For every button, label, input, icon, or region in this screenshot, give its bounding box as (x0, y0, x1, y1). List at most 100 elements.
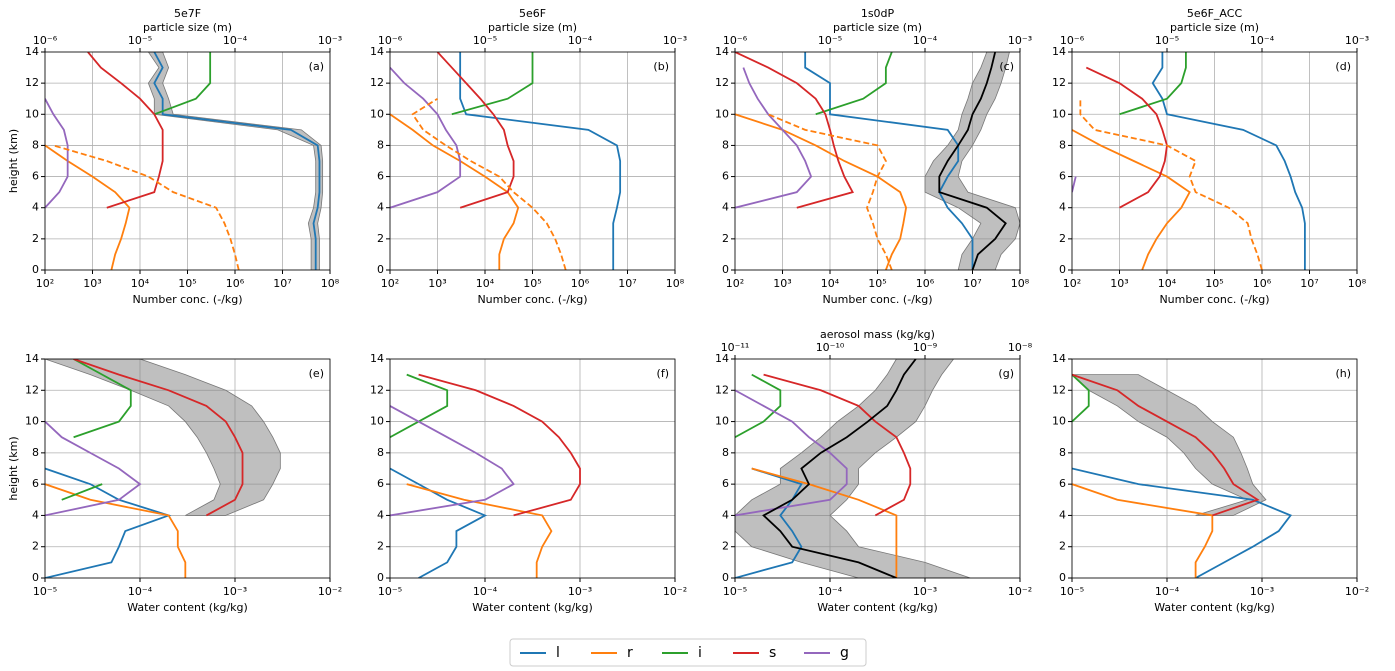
y-axis-label: height (km) (7, 436, 20, 500)
y-tick-label: 2 (722, 540, 729, 553)
profile-line (735, 113, 908, 270)
profile-line (815, 52, 893, 116)
profile-line (53, 144, 240, 270)
y-tick-label: 2 (377, 540, 384, 553)
panel-label: (c) (999, 60, 1014, 73)
x-tick-label: 10⁵ (178, 277, 196, 290)
x-tick-label: 10⁻⁴ (128, 585, 153, 598)
y-tick-label: 10 (1052, 415, 1066, 428)
y-tick-label: 10 (370, 415, 384, 428)
profile-line (390, 113, 520, 270)
y-tick-label: 0 (1059, 571, 1066, 584)
x-tick-label: 10⁻² (1008, 585, 1032, 598)
y-tick-label: 14 (370, 352, 384, 365)
y-tick-label: 14 (25, 352, 39, 365)
y-tick-label: 8 (377, 138, 384, 151)
x-tick-label: 10⁸ (666, 277, 685, 290)
profile-line (1072, 483, 1214, 578)
profile-line (735, 389, 848, 517)
y-tick-label: 6 (722, 170, 729, 183)
x-tick-label: 10⁻² (663, 585, 687, 598)
x2-tick-label: 10⁻⁶ (378, 34, 403, 47)
x2-tick-label: 10⁻³ (318, 34, 342, 47)
axes-frame (1071, 358, 1358, 579)
x-axis-label: Water content (kg/kg) (127, 601, 248, 614)
y-tick-label: 14 (1052, 45, 1066, 58)
x-axis-label: Number conc. (-/kg) (477, 293, 587, 306)
y-tick-label: 12 (1052, 383, 1066, 396)
y-tick-label: 12 (715, 76, 729, 89)
panel-label: (a) (309, 60, 324, 73)
x-tick-label: 10⁻⁴ (818, 585, 843, 598)
panel-label: (f) (657, 367, 669, 380)
x-tick-label: 10² (381, 277, 399, 290)
panel-label: (b) (653, 60, 669, 73)
y-tick-label: 0 (1059, 263, 1066, 276)
x-tick-label: 10⁻⁴ (473, 585, 498, 598)
y-tick-label: 0 (32, 263, 39, 276)
x2-tick-label: 10⁻⁸ (1008, 341, 1033, 354)
legend-label: l (556, 645, 560, 661)
profile-line (1151, 52, 1306, 270)
y-tick-label: 12 (715, 383, 729, 396)
x-tick-label: 10³ (773, 277, 791, 290)
panel-title: 5e6F_ACC (1187, 7, 1243, 20)
y-tick-label: 4 (32, 508, 39, 521)
x2-tick-label: 10⁻⁶ (723, 34, 748, 47)
y-tick-label: 6 (377, 170, 384, 183)
axes-frame (734, 358, 1021, 579)
x-tick-label: 10⁸ (321, 277, 340, 290)
axes-frame (734, 51, 1021, 271)
x-tick-label: 10³ (428, 277, 446, 290)
profile-line (938, 52, 1007, 270)
profile-line (45, 467, 172, 578)
profile-line (763, 373, 912, 517)
panel: 10⁻⁵ 10⁻⁴ 10⁻³ 10⁻² 0 2 4 6 8 10 12 14 (h) Water cont… (1052, 352, 1369, 614)
x-tick-label: 10⁴ (476, 277, 495, 290)
panel-title: 5e7F (174, 7, 201, 20)
x-tick-label: 10⁴ (131, 277, 150, 290)
x-tick-label: 10⁶ (226, 277, 245, 290)
profile-line (767, 113, 893, 270)
x2-axis-label: particle size (m) (488, 21, 577, 34)
plot-area (390, 373, 581, 578)
y-tick-label: 12 (25, 383, 39, 396)
x2-tick-label: 10⁻⁶ (1060, 34, 1085, 47)
x-tick-label: 10⁻⁴ (1155, 585, 1180, 598)
spread-band (147, 52, 324, 270)
x2-axis-label: particle size (m) (1170, 21, 1259, 34)
y-tick-label: 2 (32, 232, 39, 245)
plot-area (45, 359, 281, 578)
y-tick-label: 6 (1059, 477, 1066, 490)
y-tick-label: 6 (722, 477, 729, 490)
y-tick-label: 4 (722, 508, 729, 521)
profile-line (1072, 176, 1077, 193)
y-tick-label: 6 (377, 477, 384, 490)
y-tick-label: 0 (377, 263, 384, 276)
y-tick-label: 8 (1059, 446, 1066, 459)
plot-area (1072, 52, 1306, 270)
profile-line (451, 52, 534, 116)
plot-area (45, 52, 324, 270)
x-tick-label: 10⁴ (1158, 277, 1177, 290)
profile-line (61, 359, 132, 501)
profile-line (751, 467, 898, 578)
axes-frame (44, 51, 331, 271)
y-tick-label: 14 (715, 352, 729, 365)
y-tick-label: 0 (377, 571, 384, 584)
x-axis-label: Water content (kg/kg) (1154, 601, 1275, 614)
x2-tick-label: 10⁻³ (663, 34, 687, 47)
y-tick-label: 14 (715, 45, 729, 58)
x-tick-label: 10⁷ (963, 277, 981, 290)
profile-line (390, 373, 449, 439)
x-tick-label: 10⁻⁵ (378, 585, 402, 598)
y-tick-label: 4 (377, 508, 384, 521)
x2-tick-label: 10⁻⁹ (913, 341, 937, 354)
x-tick-label: 10⁴ (821, 277, 840, 290)
profile-line (390, 405, 515, 517)
x-tick-label: 10⁸ (1348, 277, 1367, 290)
